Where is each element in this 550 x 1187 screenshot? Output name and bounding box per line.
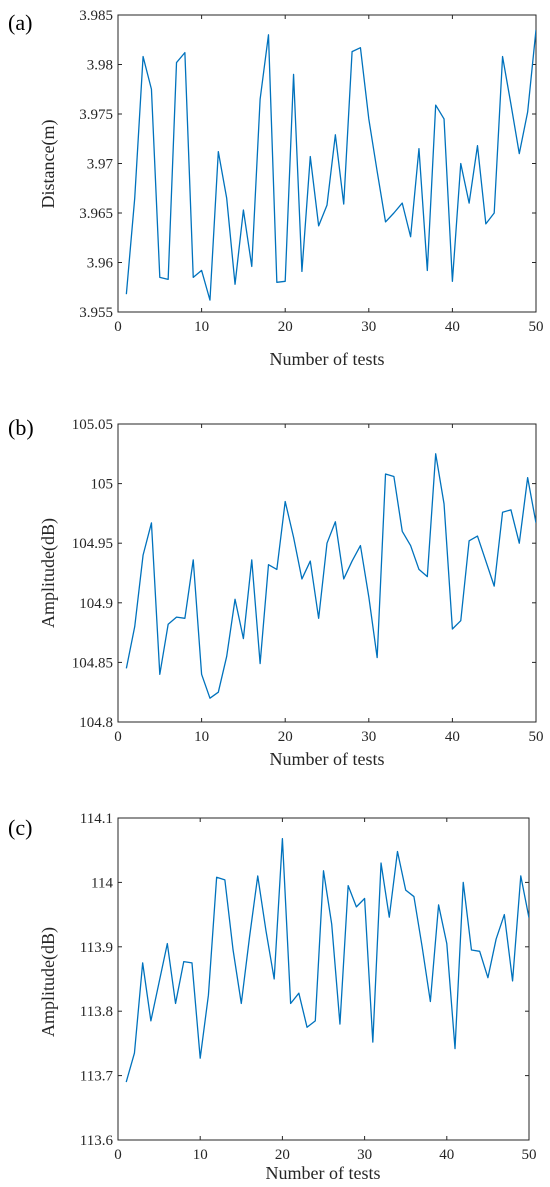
y-tick-label: 105 [91,477,114,493]
chart-amplitude-c: (c) 0 10 20 30 40 50 113.6 113.7 113.8 113.9 114 114… [8,811,537,1183]
x-tick-label: 50 [522,1147,537,1163]
y-tick-label: 105.05 [72,417,113,433]
x-tick-label: 0 [114,319,122,335]
x-tick-label: 0 [114,1147,122,1163]
y-tick-label: 3.985 [79,8,113,24]
panel-label: (c) [8,815,32,840]
y-tick-label: 104.9 [79,596,113,612]
x-tick-label: 20 [278,319,293,335]
x-axis-label: Number of tests [270,349,385,369]
x-tick-label: 30 [361,729,376,745]
series-line [125,837,529,1083]
y-tick-label: 3.97 [87,157,114,173]
series-line [125,453,536,699]
y-tick-label: 113.6 [80,1133,114,1149]
y-axis-label: Amplitude(dB) [38,518,59,628]
axes-box [117,817,530,1141]
y-tick-label: 3.96 [87,256,114,272]
x-tick-label: 40 [445,319,460,335]
y-tick-label: 3.955 [79,305,113,321]
x-axis-label: Number of tests [270,749,385,769]
y-tick-label: 3.975 [79,107,113,123]
y-tick-label: 113.9 [80,940,113,956]
x-tick-label: 40 [439,1147,454,1163]
axes-box [117,423,537,723]
panel-label: (a) [8,10,32,35]
x-tick-label: 40 [445,729,460,745]
y-tick-label: 3.98 [87,58,113,74]
y-axis-label: Distance(m) [38,120,59,209]
x-tick-label: 10 [194,319,209,335]
y-tick-label: 104.95 [72,536,113,552]
y-tick-label: 3.965 [79,206,113,222]
x-axis-label: Number of tests [266,1163,381,1183]
axes-box [117,14,537,313]
chart-distance: (a) 0 10 20 30 40 50 3.955 3.96 3.965 3.97 3.975 3.9… [8,8,544,369]
y-tick-label: 104.8 [79,715,113,731]
x-tick-label: 30 [357,1147,372,1163]
y-tick-label: 113.8 [80,1004,113,1020]
x-tick-label: 50 [529,319,544,335]
x-tick-label: 20 [278,729,293,745]
x-tick-label: 20 [275,1147,290,1163]
y-tick-label: 114.1 [80,811,113,827]
chart-amplitude-b: (b) 0 10 20 30 40 50 104.8 104.85 104.9 104.95 105 1… [8,415,544,769]
x-tick-label: 10 [193,1147,208,1163]
y-tick-label: 113.7 [80,1069,114,1085]
panel-label: (b) [8,415,34,440]
panel-a: (a) 0 10 20 30 40 50 3.955 3.96 3.965 3.97 3.975 3.9… [0,0,550,395]
x-tick-label: 50 [529,729,544,745]
y-axis-label: Amplitude(dB) [38,927,59,1037]
y-tick-label: 114 [91,875,113,891]
x-tick-label: 10 [194,729,209,745]
series-line [125,29,536,301]
panel-c: (c) 0 10 20 30 40 50 113.6 113.7 113.8 113.9 114 114… [0,790,550,1187]
x-tick-label: 30 [361,319,376,335]
x-tick-label: 0 [114,729,122,745]
panel-b: (b) 0 10 20 30 40 50 104.8 104.85 104.9 104.95 105 1… [0,395,550,790]
y-tick-label: 104.85 [72,655,113,671]
